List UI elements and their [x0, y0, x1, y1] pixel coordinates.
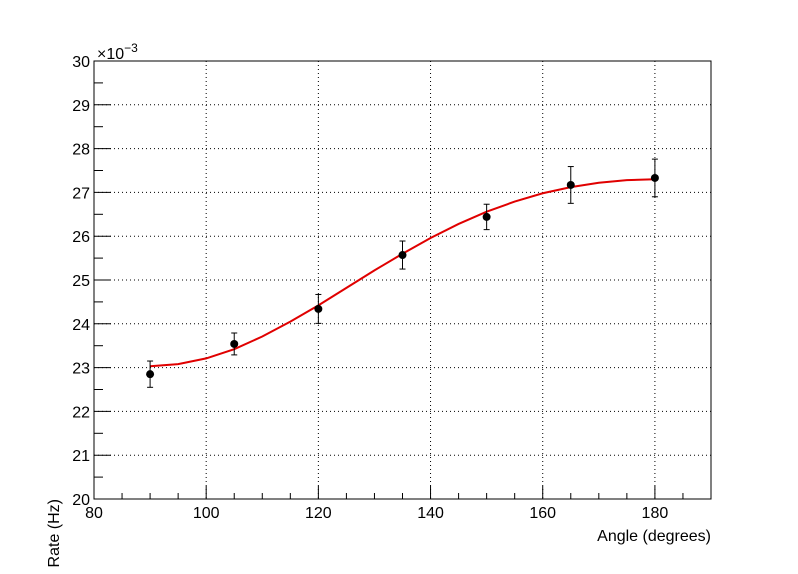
data-point — [566, 180, 575, 189]
x-tick-label: 100 — [193, 505, 220, 522]
y-tick-label: 29 — [72, 98, 90, 115]
y-tick-label: 21 — [72, 448, 90, 465]
y-tick-label: 28 — [72, 142, 90, 159]
data-point — [650, 173, 659, 182]
data-point — [146, 370, 155, 379]
y-exponent-base: ×10 — [97, 46, 124, 63]
data-point — [314, 304, 323, 313]
y-exponent-power: −3 — [124, 41, 138, 55]
y-tick-label: 24 — [72, 317, 90, 334]
y-tick-label: 23 — [72, 361, 90, 378]
x-axis-label: Angle (degrees) — [597, 528, 711, 545]
x-tick-label: 180 — [642, 505, 669, 522]
data-point — [230, 339, 239, 348]
y-tick-label: 25 — [72, 273, 90, 290]
data-point — [398, 251, 407, 260]
y-tick-label: 26 — [72, 229, 90, 246]
x-tick-label: 80 — [85, 505, 103, 522]
data-point — [482, 212, 491, 221]
y-exponent: ×10−3 — [97, 41, 138, 63]
y-tick-label: 20 — [72, 492, 90, 509]
x-tick-label: 160 — [529, 505, 556, 522]
x-tick-label: 140 — [417, 505, 444, 522]
y-tick-label: 30 — [72, 54, 90, 71]
x-tick-label: 120 — [305, 505, 332, 522]
y-tick-label: 27 — [72, 185, 90, 202]
y-axis-label: Rate (Hz) — [46, 499, 63, 567]
y-tick-label: 22 — [72, 404, 90, 421]
